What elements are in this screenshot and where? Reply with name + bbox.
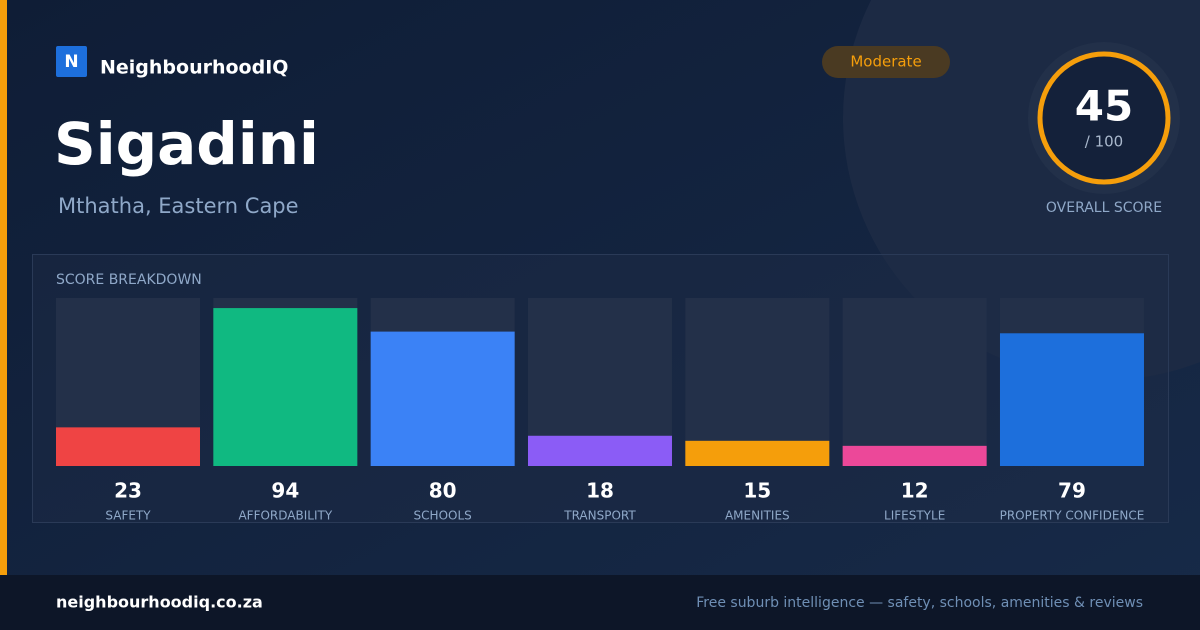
- badge: [822, 46, 950, 78]
- category-label: SAFETY: [105, 509, 151, 523]
- category-label: PROPERTY CONFIDENCE: [1000, 509, 1145, 523]
- value-label: 15: [743, 479, 771, 503]
- category-label: AFFORDABILITY: [238, 509, 332, 523]
- category-label: TRANSPORT: [563, 509, 636, 523]
- bar-track: [842, 298, 987, 466]
- value-label: 18: [586, 479, 614, 503]
- bar: [842, 445, 987, 466]
- breakdown-title: SCORE BREAKDOWN: [56, 272, 202, 288]
- suburb-title: Sigadini: [54, 110, 319, 178]
- bar: [56, 427, 200, 466]
- score-out-of: / 100: [1085, 133, 1123, 151]
- value-label: 94: [271, 479, 299, 503]
- logo-letter: N: [64, 52, 78, 72]
- logo-box: [56, 46, 87, 77]
- bar: [527, 435, 672, 466]
- category-label: LIFESTYLE: [884, 509, 945, 523]
- brand-name: NeighbourhoodIQ: [100, 57, 288, 79]
- score-caption: OVERALL SCORE: [1046, 200, 1162, 216]
- badge-text: Moderate: [850, 53, 921, 71]
- bar: [999, 333, 1144, 466]
- footer-site: neighbourhoodiq.co.za: [56, 593, 263, 612]
- bar: [370, 331, 515, 466]
- accent-stripe: [0, 0, 7, 575]
- gauge-ring: [1037, 51, 1171, 185]
- value-label: 12: [901, 479, 929, 503]
- overall-score: 45: [1075, 82, 1133, 131]
- bar: [213, 308, 358, 466]
- bar-track: [685, 298, 830, 466]
- category-label: SCHOOLS: [414, 509, 472, 523]
- value-label: 79: [1058, 479, 1086, 503]
- value-label: 23: [114, 479, 142, 503]
- category-label: AMENITIES: [725, 509, 790, 523]
- value-label: 80: [429, 479, 457, 503]
- bar: [685, 440, 830, 466]
- location: Mthatha, Eastern Cape: [58, 194, 299, 218]
- footer: [0, 575, 1200, 630]
- footer-tagline: Free suburb intelligence — safety, schoo…: [696, 595, 1143, 611]
